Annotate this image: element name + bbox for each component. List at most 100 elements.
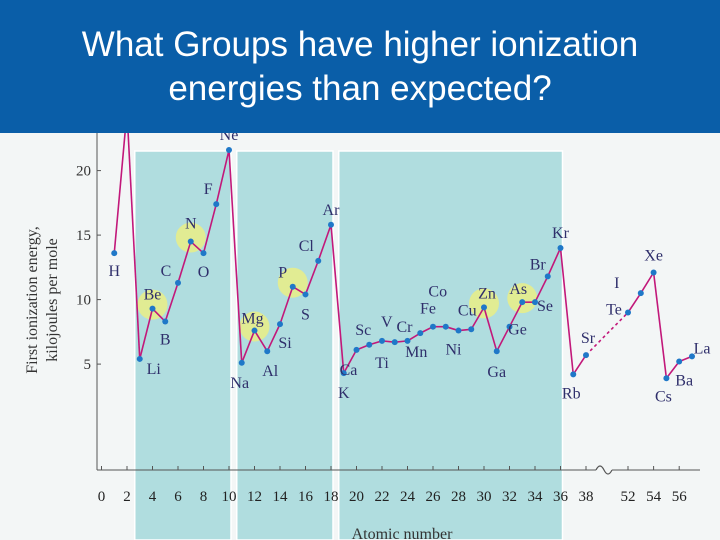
x-tick-label: 16 <box>298 489 314 505</box>
data-point <box>175 279 181 286</box>
data-point <box>111 250 118 257</box>
ionization-energy-chart: HHeLiBeBCNOFNeNaMgAlSiPSClArKCaScTiVCrMn… <box>24 133 711 540</box>
x-tick-label: 26 <box>426 489 442 505</box>
element-label-ga: Ga <box>487 364 506 381</box>
element-label-xe: Xe <box>644 248 663 265</box>
y-axis-label-line-1: First ionization energy, <box>24 226 41 374</box>
series-line-segment <box>253 330 268 352</box>
x-tick-label: 36 <box>553 489 569 505</box>
element-label-si: Si <box>278 335 292 352</box>
element-label-rb: Rb <box>562 385 581 402</box>
element-label-kr: Kr <box>552 225 570 242</box>
y-tick-label: 5 <box>84 357 92 373</box>
data-point <box>328 221 334 228</box>
element-label-la: La <box>694 340 711 357</box>
element-label-fe: Fe <box>420 301 436 318</box>
series-line-segment <box>470 306 485 330</box>
x-tick-label: 22 <box>375 489 390 505</box>
element-label-cl: Cl <box>299 238 315 255</box>
data-point <box>676 358 683 365</box>
data-point <box>136 355 143 362</box>
slide-title-bar: What Groups have higher ionization energ… <box>0 0 720 133</box>
element-label-sr: Sr <box>581 330 596 347</box>
data-point <box>302 291 309 298</box>
series-line-segment <box>534 276 549 303</box>
series-line-segment <box>266 323 281 352</box>
y-tick-label: 15 <box>76 228 91 244</box>
element-label-ti: Ti <box>375 355 389 372</box>
data-point <box>379 337 385 344</box>
x-tick-label: 20 <box>349 489 364 505</box>
element-label-br: Br <box>530 256 547 273</box>
element-label-h: H <box>108 263 120 280</box>
series-line-segment <box>241 330 256 364</box>
data-point <box>238 359 245 366</box>
x-tick-label: 4 <box>149 489 157 505</box>
x-tick-label: 30 <box>477 489 492 505</box>
element-label-li: Li <box>147 361 162 378</box>
data-point <box>570 371 577 378</box>
series-line-segment <box>304 260 319 295</box>
series-line-segment <box>127 133 141 359</box>
series-line-segment <box>508 301 523 328</box>
data-point <box>663 375 670 382</box>
slide-title-line-1: What Groups have higher ionization <box>81 24 639 64</box>
data-point <box>493 348 500 355</box>
element-label-s: S <box>301 306 310 323</box>
highlight-mg <box>239 311 270 342</box>
element-label-o: O <box>198 264 210 281</box>
data-point <box>200 250 207 257</box>
data-point <box>187 238 194 245</box>
element-label-be: Be <box>144 287 162 304</box>
series-line-segment <box>343 349 358 374</box>
data-point <box>650 269 657 276</box>
series-line-segment <box>585 311 629 356</box>
data-point <box>149 305 156 312</box>
element-label-zn: Zn <box>478 285 496 302</box>
series-line-segment <box>665 361 680 379</box>
element-label-ne: Ne <box>220 133 239 144</box>
data-point <box>340 370 347 377</box>
element-label-na: Na <box>230 375 249 392</box>
data-point <box>532 299 538 306</box>
y-axis-label-line-2: kilojoules per mole <box>44 238 61 362</box>
series-line-segment <box>496 326 511 352</box>
element-label-c: C <box>161 263 172 280</box>
element-label-ca: Ca <box>340 362 358 379</box>
data-point <box>162 318 169 325</box>
series-line-segment <box>279 286 294 325</box>
x-tick-label: 12 <box>247 489 262 505</box>
x-tick-label: 10 <box>222 489 237 505</box>
data-point <box>455 327 462 334</box>
highlight-p <box>277 267 308 298</box>
x-tick-label: 6 <box>174 489 182 505</box>
x-tick-label: 28 <box>451 489 466 505</box>
data-point <box>391 339 398 346</box>
data-point <box>366 341 373 348</box>
series-line-segment <box>652 272 668 379</box>
data-point <box>251 327 258 334</box>
series-line-segment <box>559 247 575 375</box>
period-panel-4 <box>338 150 564 540</box>
series-line-segment <box>113 133 126 254</box>
data-point <box>637 290 644 297</box>
element-label-i: I <box>614 275 619 292</box>
element-label-v: V <box>381 314 393 331</box>
data-point <box>519 299 526 306</box>
slide-title-line-2: energies than expected? <box>168 68 552 108</box>
x-tick-label: 32 <box>502 489 517 505</box>
series-line-segment <box>627 292 642 313</box>
x-tick-label: 18 <box>324 489 339 505</box>
element-label-mn: Mn <box>405 344 427 361</box>
data-point <box>226 146 232 153</box>
series-line-segment <box>547 247 562 277</box>
series-line-segment <box>138 308 154 360</box>
data-point <box>544 273 551 280</box>
data-point <box>353 346 360 353</box>
element-label-ba: Ba <box>675 373 693 390</box>
data-point <box>277 321 283 328</box>
element-label-p: P <box>278 265 287 282</box>
y-tick-label: 10 <box>76 293 91 309</box>
x-tick-label: 34 <box>528 489 544 505</box>
series-line-segment <box>483 307 498 352</box>
